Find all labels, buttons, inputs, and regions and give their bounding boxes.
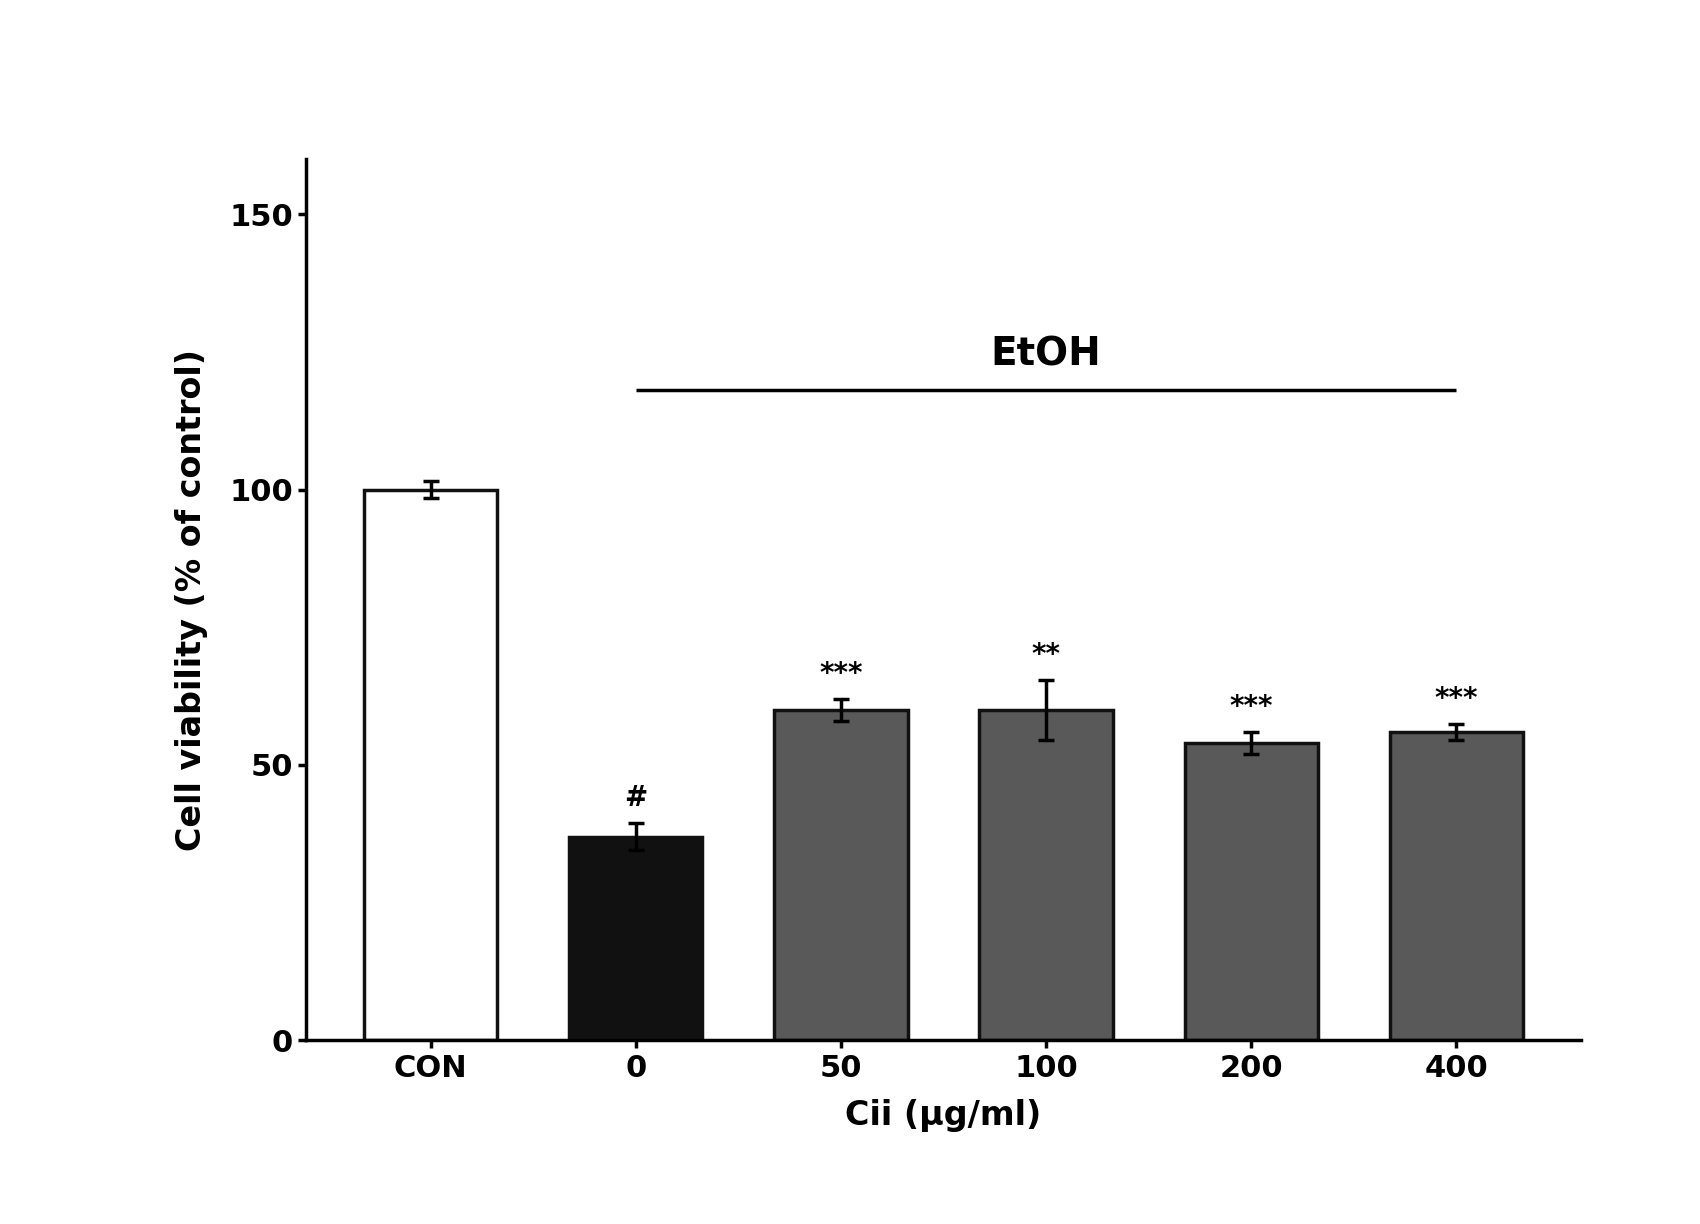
Text: **: ** [1032,640,1061,668]
Text: #: # [624,783,648,812]
Bar [1389,732,1523,1040]
Bar [570,837,702,1040]
Y-axis label: Cell viability (% of control): Cell viability (% of control) [175,349,207,851]
Text: EtOH: EtOH [991,335,1102,375]
Bar [979,710,1114,1040]
Bar [774,710,908,1040]
X-axis label: Cii (μg/ml): Cii (μg/ml) [845,1099,1042,1132]
Bar [1185,743,1318,1040]
Text: ***: *** [1435,684,1477,712]
Text: ***: *** [1229,693,1273,721]
Text: ***: *** [819,660,862,688]
Bar [364,490,498,1040]
